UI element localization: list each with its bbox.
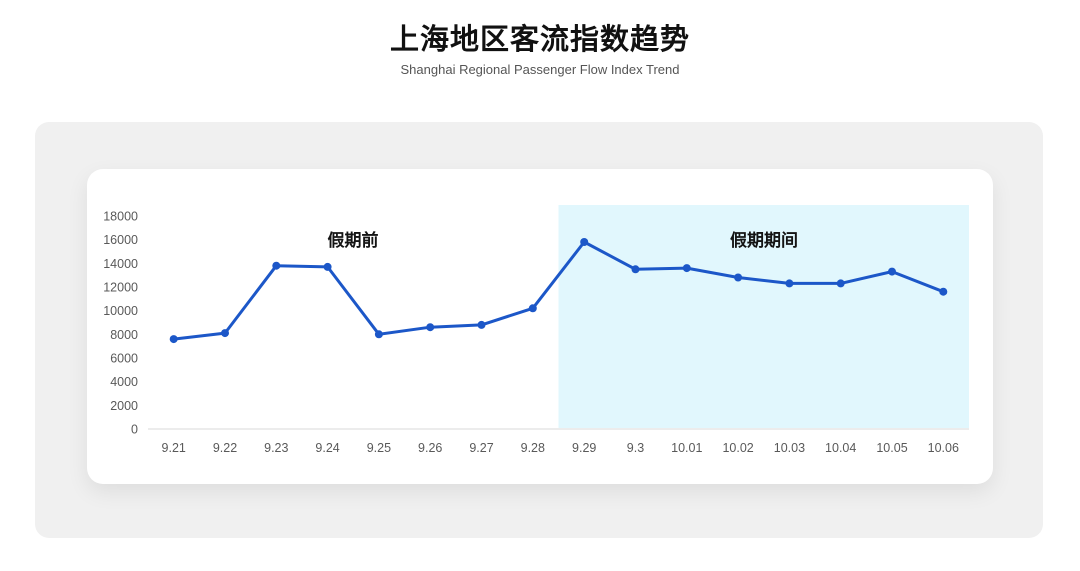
data-point [477,320,486,329]
chart-panel: 0 2000 4000 6000 8000 10000 12000 14000 16000 180… [35,122,1043,538]
x-tick-label: 10.04 [825,441,856,455]
data-point [836,279,845,288]
page-subtitle: Shanghai Regional Passenger Flow Index T… [400,62,680,78]
line-chart: 0 2000 4000 6000 8000 10000 12000 14000 16000 180… [103,205,969,455]
data-point [272,261,281,270]
y-tick-label: 2000 [110,399,138,413]
data-point [426,323,435,332]
page-title: 上海地区客流指数趋势 [389,24,690,56]
x-tick-label: 10.02 [722,441,753,455]
data-point [785,279,794,288]
data-point [888,267,896,276]
x-tick-label: 10.01 [671,441,702,455]
x-tick-label: 9.27 [469,441,493,455]
x-tick-label: 9.23 [264,441,288,455]
data-point [169,335,178,344]
y-tick-label: 18000 [103,210,138,224]
x-tick-label: 9.3 [627,441,644,455]
x-tick-label: 10.06 [928,441,959,455]
data-point [682,264,691,273]
x-tick-label: 9.25 [367,441,391,455]
chart-card: 0 2000 4000 6000 8000 10000 12000 14000 16000 180… [87,169,993,484]
x-tick-label: 9.24 [315,441,339,455]
x-tick-label: 9.28 [521,441,545,455]
y-tick-label: 14000 [103,257,138,271]
region-label-pre-holiday: 假期前 [327,231,379,250]
x-tick-label: 9.22 [213,441,237,455]
region-label-holiday: 假期期间 [730,231,798,250]
data-point [374,330,383,339]
x-tick-label: 10.05 [876,441,907,455]
y-tick-label: 10000 [103,304,138,318]
x-tick-label: 9.26 [418,441,442,455]
data-point [631,265,640,274]
highlight-region [558,205,969,428]
y-tick-label: 12000 [103,281,138,295]
data-point [221,329,229,338]
x-tick-label: 9.21 [162,441,186,455]
y-tick-label: 16000 [103,233,138,247]
data-point [323,262,332,271]
data-point [734,273,743,282]
x-tick-label: 10.03 [774,441,805,455]
data-point [580,238,589,246]
y-tick-label: 8000 [110,328,138,342]
y-tick-label: 4000 [110,375,138,389]
x-tick-label: 9.29 [572,441,596,455]
y-tick-label: 6000 [110,352,138,366]
y-tick-label: 0 [131,423,138,437]
data-point [939,287,948,296]
data-point [528,304,537,313]
flow-line [172,240,945,341]
